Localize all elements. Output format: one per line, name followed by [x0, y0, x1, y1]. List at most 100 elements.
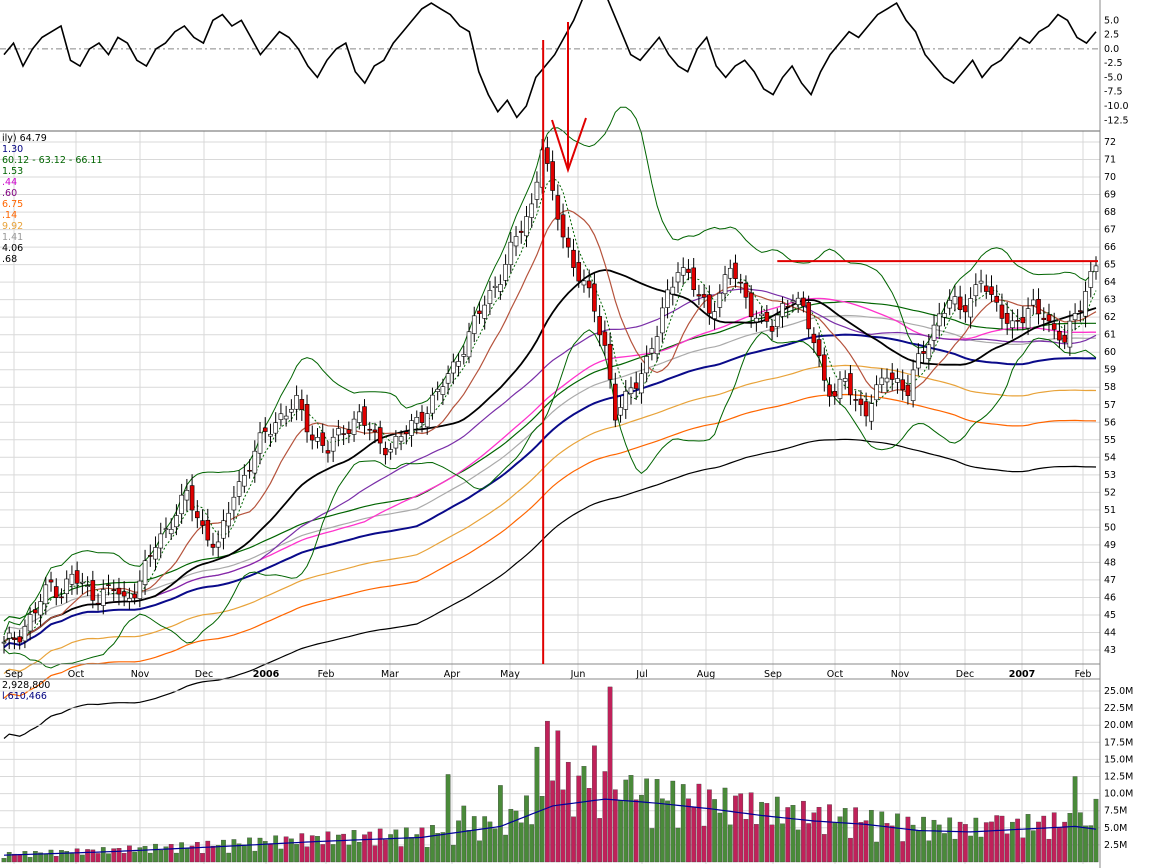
volume-bar: [32, 851, 38, 863]
volume-bar: [957, 821, 963, 863]
volume-bar: [482, 816, 488, 863]
candle-body: [508, 241, 514, 265]
volume-bar: [754, 824, 759, 863]
volume-bar: [127, 845, 132, 863]
price-y-tick: 71: [1104, 155, 1116, 166]
candle-body: [1031, 299, 1036, 306]
volume-bar: [560, 789, 566, 863]
candle-body: [895, 378, 900, 383]
volume-bar: [931, 819, 937, 863]
x-axis-month-label: 2007: [1009, 669, 1035, 680]
candle-body: [968, 298, 973, 318]
volume-bar: [414, 834, 420, 863]
price-legend-entry: .68: [2, 254, 17, 265]
candle-body: [670, 286, 676, 295]
volume-bar: [111, 848, 117, 863]
volume-bar: [17, 854, 23, 863]
volume-bar: [1015, 818, 1020, 863]
volume-bar: [69, 853, 75, 863]
candle-body: [1051, 323, 1057, 330]
volume-bar: [121, 853, 127, 863]
volume-bar: [445, 774, 451, 863]
volume-bar: [27, 857, 33, 863]
volume-bar: [727, 824, 733, 863]
price-y-tick: 69: [1104, 190, 1116, 201]
candle-body: [27, 614, 33, 632]
candle-body: [466, 331, 472, 358]
candle-body: [393, 436, 399, 449]
candle-body: [926, 344, 932, 359]
volume-bar: [100, 847, 106, 863]
candle-body: [189, 485, 195, 511]
volume-bar: [806, 823, 811, 863]
candle-body: [471, 315, 477, 334]
candle-body: [38, 601, 43, 616]
candle-body: [649, 348, 655, 354]
candle-body: [445, 373, 451, 384]
candle-body: [59, 596, 64, 599]
volume-bar: [983, 822, 989, 863]
candle-body: [341, 433, 346, 435]
volume-bar: [612, 789, 618, 863]
volume-bar: [1020, 837, 1026, 863]
volume-bar: [132, 851, 137, 863]
candle-body: [513, 236, 519, 247]
volume-bar: [158, 849, 164, 863]
candle-body: [597, 316, 602, 336]
candle-body: [404, 431, 409, 435]
price-y-tick: 54: [1104, 452, 1116, 463]
candle-body: [116, 587, 122, 595]
candle-body: [1083, 291, 1088, 317]
volume-bar: [1083, 825, 1088, 863]
price-y-tick: 68: [1104, 207, 1116, 218]
volume-bar: [602, 771, 608, 863]
candle-body: [336, 428, 341, 436]
volume-bar: [529, 824, 535, 863]
x-axis-month-label: Jun: [570, 669, 586, 680]
price-y-tick: 58: [1104, 382, 1116, 393]
candle-body: [195, 511, 200, 519]
price-y-tick: 65: [1104, 260, 1116, 271]
volume-bar: [503, 834, 508, 863]
candle-body: [748, 292, 754, 318]
candle-body: [957, 296, 963, 310]
price-panel: 72 71 70 69 68 67 66 65 64 63 62 61 60 59 58 57 56 55 54 53…: [0, 106, 1116, 864]
volume-bar: [659, 798, 665, 863]
volume-bar: [283, 836, 289, 863]
candle-body: [1072, 313, 1078, 321]
candle-body: [226, 512, 231, 527]
candle-body: [153, 547, 158, 560]
volume-bar: [147, 852, 153, 863]
candle-body: [565, 237, 571, 248]
volume-bar: [1067, 813, 1073, 863]
volume-bar: [571, 816, 576, 863]
volume-y-tick: 2.5M: [1104, 840, 1127, 851]
volume-bar: [471, 816, 477, 863]
volume-bar: [628, 775, 634, 863]
volume-bar: [43, 853, 49, 863]
volume-bar: [916, 830, 921, 863]
volume-bar: [325, 831, 331, 863]
volume-panel: 25.0M 22.5M 20.0M 17.5M 15.0M 12.5M 10.0M 7.5M 5…: [0, 680, 1133, 863]
x-axis-month-label: Sep: [764, 669, 782, 680]
candle-body: [983, 285, 989, 292]
x-axis-month-label: Feb: [1075, 669, 1092, 680]
candle-body: [1057, 330, 1062, 341]
candle-body: [853, 399, 858, 401]
candle-body: [367, 428, 373, 431]
volume-bar: [1030, 830, 1036, 863]
candle-body: [6, 632, 12, 639]
candle-body: [733, 262, 738, 280]
ma-50-black: [3, 269, 1097, 643]
candle-body: [738, 281, 744, 284]
volume-y-tick: 15.0M: [1104, 754, 1133, 765]
volume-bar: [524, 795, 529, 863]
candle-body: [586, 280, 592, 289]
oscillator-line: [3, 0, 1097, 119]
candle-body: [827, 384, 832, 397]
volume-bar: [586, 788, 592, 863]
candle-body: [628, 387, 634, 394]
candle-body: [921, 351, 926, 354]
volume-bar: [545, 720, 550, 863]
